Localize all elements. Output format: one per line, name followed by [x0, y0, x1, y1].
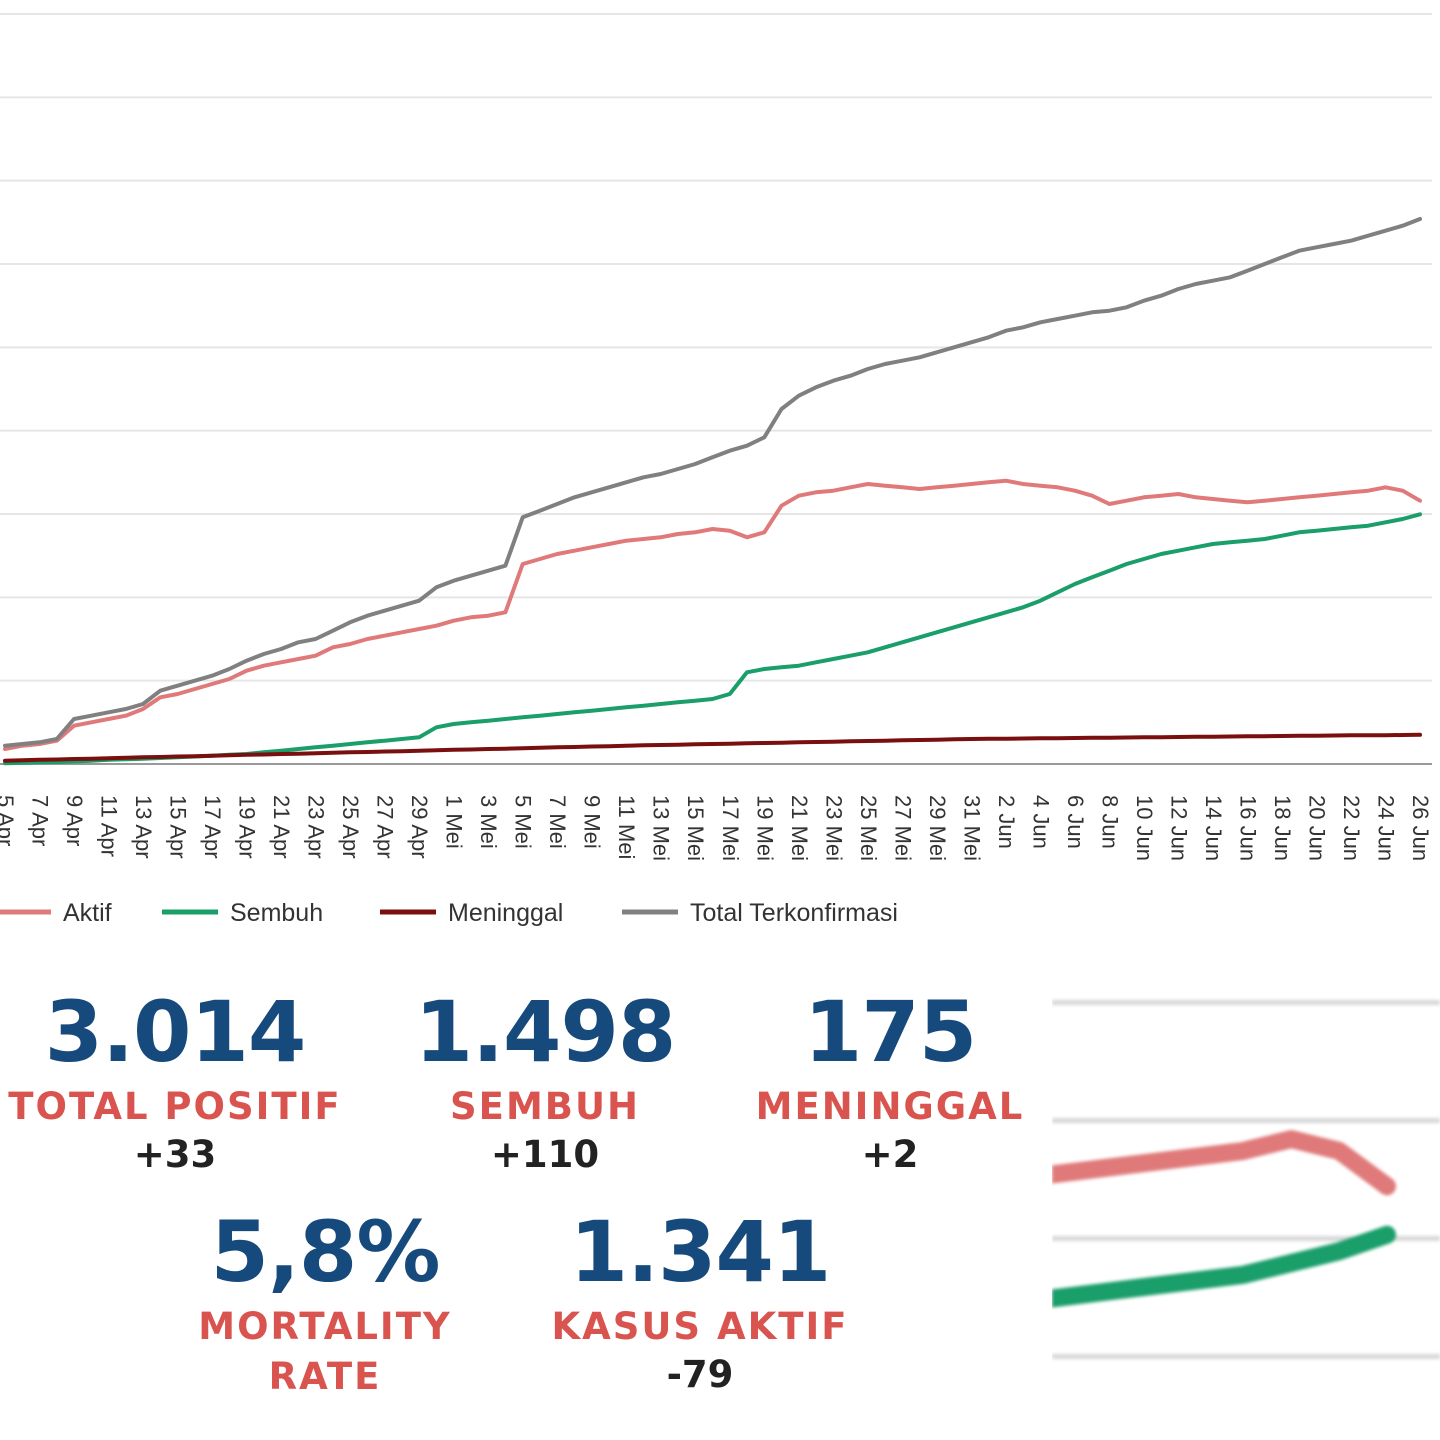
x-tick-label: 27 Apr [373, 795, 398, 859]
x-tick-label: 21 Mei [787, 795, 812, 861]
legend-item: Total Terkonfirmasi [622, 899, 898, 927]
x-tick-label: 31 Mei [959, 795, 984, 861]
legend-item: Sembuh [162, 899, 323, 927]
x-tick-label: 6 Jun [1063, 795, 1088, 849]
kasus-aktif-delta: -79 [666, 1353, 734, 1396]
kasus-aktif-label: KASUS AKTIF [551, 1305, 849, 1348]
x-tick-label: 15 Mei [683, 795, 708, 861]
zoom-series-line-sembuh [1052, 1225, 1396, 1308]
x-tick-label: 23 Mei [821, 795, 846, 861]
meninggal-delta: +2 [861, 1133, 919, 1176]
total-positif-label: TOTAL POSITIF [8, 1085, 342, 1128]
x-tick-label: 8 Jun [1097, 795, 1122, 849]
x-tick-label: 19 Mei [752, 795, 777, 861]
x-tick-label: 11 Mei [614, 795, 639, 859]
mortality-label: MORTALITY RATE [170, 1302, 480, 1402]
mortality-value: 5,8% [210, 1203, 441, 1301]
x-tick-label: 11 Apr [97, 795, 122, 857]
sembuh-value: 1.498 [414, 983, 677, 1081]
x-tick-label: 25 Apr [338, 795, 363, 859]
x-tick-label: 19 Apr [235, 795, 260, 859]
x-tick-label: 2 Jun [994, 795, 1019, 849]
x-tick-label: 16 Jun [1235, 795, 1260, 861]
x-tick-label: 15 Apr [166, 795, 191, 859]
x-tick-label: 7 Apr [28, 795, 53, 846]
x-tick-label: 22 Jun [1339, 795, 1364, 861]
zoom-inset [1052, 968, 1440, 1440]
legend-label: Sembuh [230, 899, 323, 927]
legend-item: Meninggal [380, 899, 563, 927]
legend-label: Total Terkonfirmasi [690, 899, 898, 927]
line-chart: 5 Apr 7 Apr 9 Apr 11 Apr 13 Apr 15 Apr 17 Apr 1… [0, 13, 1433, 927]
x-tick-label: 13 Apr [131, 795, 156, 859]
legend: Aktif Sembuh Meninggal Total Terkonfirmasi [0, 899, 898, 927]
x-tick-label: 9 Apr [62, 795, 87, 846]
x-tick-label: 17 Mei [718, 795, 743, 861]
legend-label: Meninggal [448, 899, 563, 927]
x-tick-label: 9 Mei [580, 795, 605, 849]
stat-kasus-aktif: 1.341 KASUS AKTIF -79 [540, 1210, 860, 1398]
x-tick-label: 4 Jun [1028, 795, 1053, 849]
x-tick-label: 27 Mei [890, 795, 915, 861]
x-tick-label: 7 Mei [545, 795, 570, 849]
gridlines [0, 13, 1432, 682]
x-tick-label: 3 Mei [476, 795, 501, 849]
legend-item: Aktif [0, 899, 112, 927]
stat-total-positif: 3.014 TOTAL POSITIF +33 [0, 990, 350, 1178]
x-tick-labels: 5 Apr 7 Apr 9 Apr 11 Apr 13 Apr 15 Apr 17 Apr 1… [0, 795, 1433, 861]
zoom-series-line-aktif [1052, 1130, 1396, 1196]
kasus-aktif-value: 1.341 [569, 1203, 832, 1301]
x-tick-label: 10 Jun [1132, 795, 1157, 861]
x-tick-label: 5 Apr [0, 795, 18, 846]
x-tick-label: 13 Mei [649, 795, 674, 861]
series-line-aktif [3, 478, 1422, 751]
series-line-total-terkonfirmasi [3, 217, 1422, 748]
mortality-label-line1: MORTALITY [198, 1305, 452, 1348]
stat-mortality-rate: 5,8% MORTALITY RATE [170, 1210, 480, 1402]
stat-meninggal: 175 MENINGGAL +2 [740, 990, 1040, 1178]
x-tick-label: 21 Apr [269, 795, 294, 859]
series-line-meninggal [3, 732, 1422, 763]
legend-label: Aktif [63, 899, 112, 927]
series-lines [3, 217, 1422, 766]
x-tick-label: 29 Mei [925, 795, 950, 861]
x-tick-label: 26 Jun [1408, 795, 1433, 861]
x-tick-label: 24 Jun [1373, 795, 1398, 861]
x-tick-label: 14 Jun [1201, 795, 1226, 861]
x-tick-label: 23 Apr [304, 795, 329, 859]
series-line-sembuh [3, 512, 1422, 766]
meninggal-label: MENINGGAL [755, 1085, 1025, 1128]
total-positif-delta: +33 [133, 1133, 217, 1176]
x-tick-label: 25 Mei [856, 795, 881, 861]
x-tick-label: 29 Apr [407, 795, 432, 859]
stat-sembuh: 1.498 SEMBUH +110 [380, 990, 710, 1178]
x-tick-label: 5 Mei [511, 795, 536, 849]
x-tick-label: 18 Jun [1270, 795, 1295, 861]
x-tick-label: 12 Jun [1166, 795, 1191, 861]
x-tick-label: 1 Mei [442, 795, 467, 849]
sembuh-delta: +110 [490, 1133, 600, 1176]
x-tick-label: 20 Jun [1304, 795, 1329, 861]
sembuh-label: SEMBUH [450, 1085, 640, 1128]
mortality-label-line2: RATE [268, 1355, 382, 1398]
zoom-inset-chart [1052, 1000, 1440, 1359]
meninggal-value: 175 [803, 983, 977, 1081]
total-positif-value: 3.014 [44, 983, 307, 1081]
x-tick-label: 17 Apr [200, 795, 225, 859]
